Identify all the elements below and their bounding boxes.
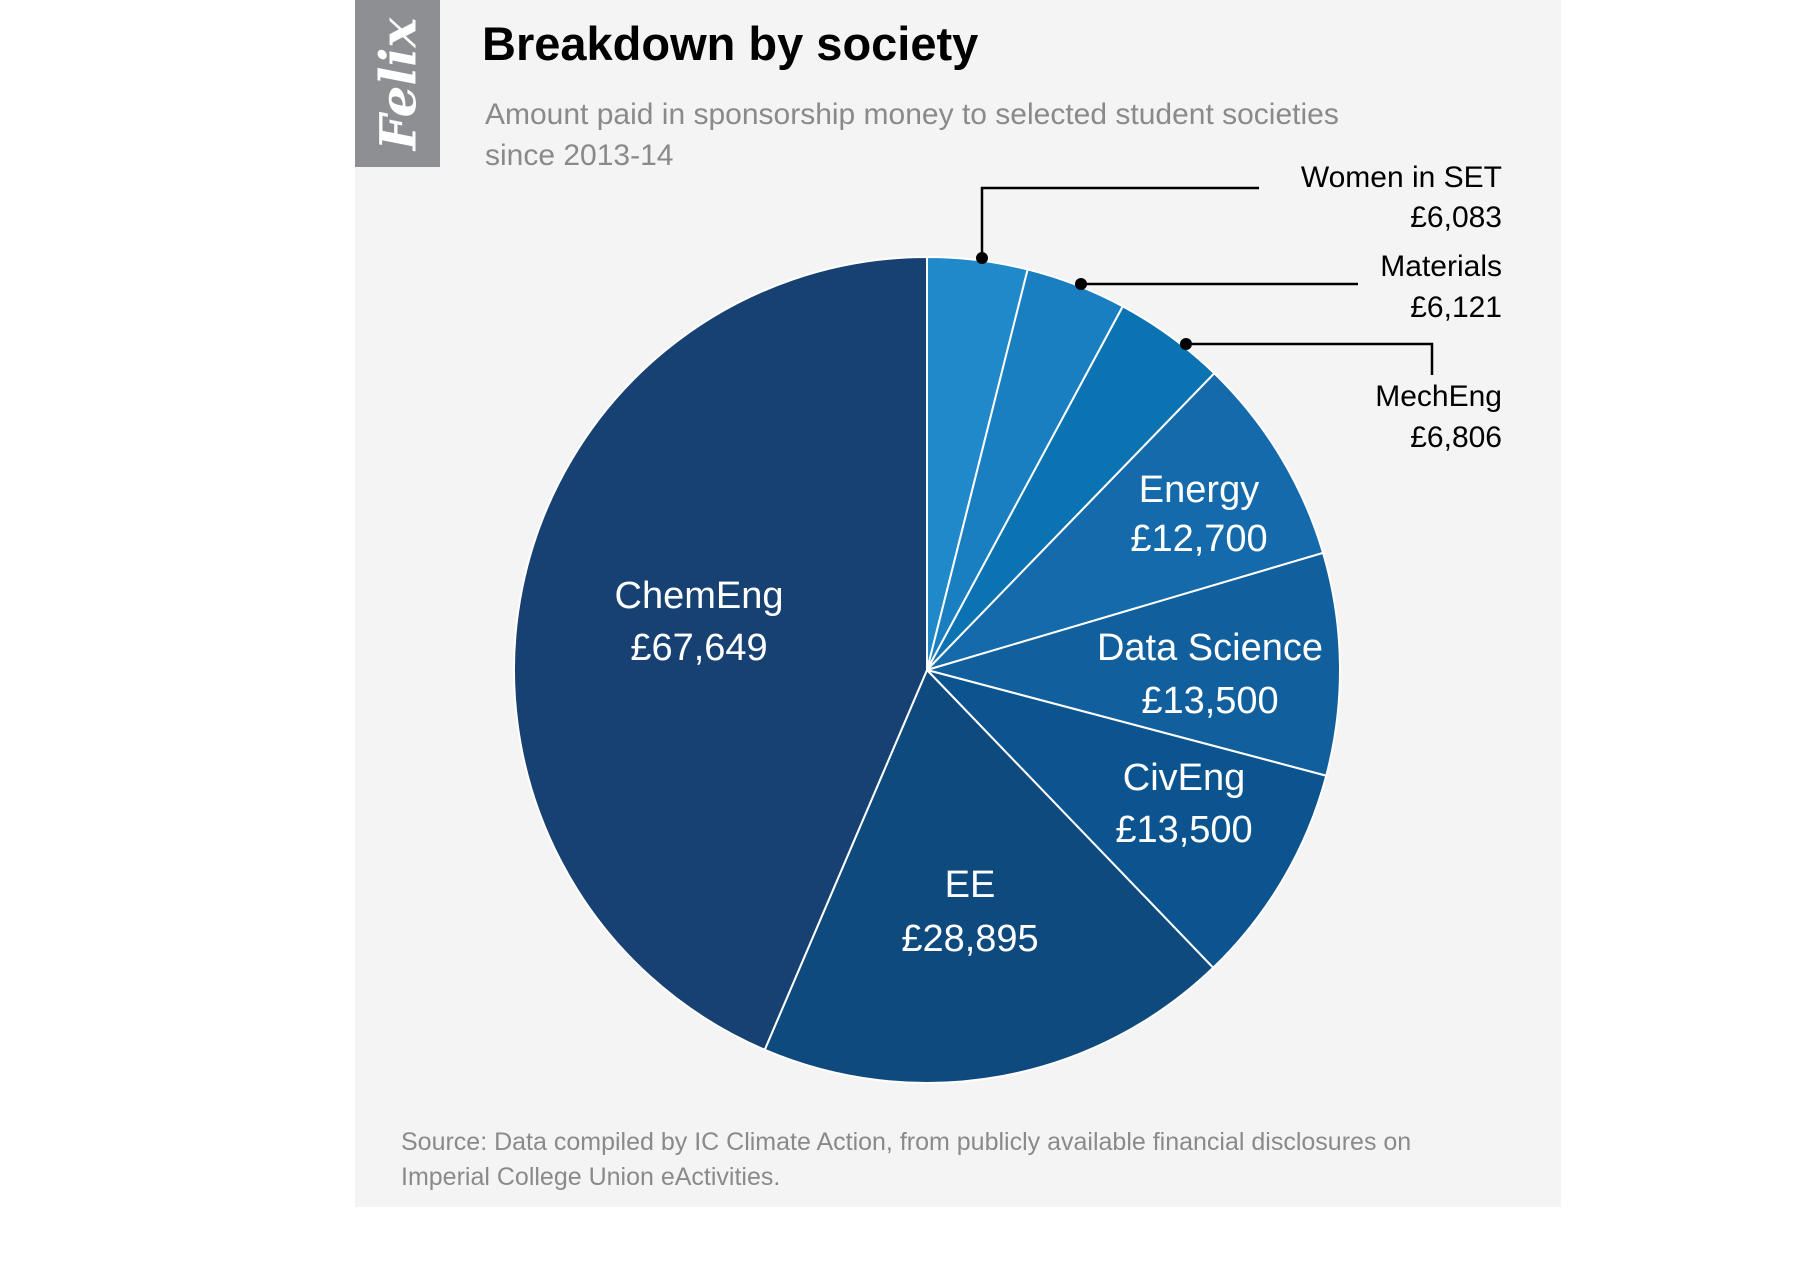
felix-logo: Felix — [355, 0, 440, 167]
label-women-in-set: Women in SET — [1301, 161, 1502, 194]
callout-line-mecheng — [1186, 342, 1434, 375]
label-mecheng: MechEng — [1375, 380, 1502, 413]
chart-title: Breakdown by society — [482, 17, 979, 70]
pie-slice-ee — [763, 668, 1215, 1084]
label-chemeng: ChemEng — [615, 575, 784, 617]
callout-dot-materials — [1075, 278, 1087, 290]
value-women-in-set: £6,083 — [1410, 201, 1502, 234]
label-ee: EE — [945, 864, 996, 906]
callout-dot-women-in-set — [976, 252, 988, 264]
value-chemeng: £67,649 — [630, 627, 767, 669]
callout-line-women-in-set — [980, 186, 1259, 258]
label-civeng: CivEng — [1123, 757, 1246, 799]
value-mecheng: £6,806 — [1410, 421, 1502, 454]
value-ee: £28,895 — [901, 918, 1038, 960]
pie-slice-chemeng — [513, 255, 928, 1052]
pie-slice-energy — [923, 371, 1325, 673]
value-materials: £6,121 — [1410, 291, 1502, 324]
label-energy: Energy — [1139, 469, 1259, 511]
value-data-science: £13,500 — [1141, 680, 1278, 722]
chart-subtitle-line1: Amount paid in sponsorship money to sele… — [485, 98, 1339, 131]
callout-dot-mecheng — [1180, 338, 1192, 350]
label-materials: Materials — [1380, 250, 1502, 283]
label-data-science: Data Science — [1097, 627, 1323, 669]
source-line1: Source: Data compiled by IC Climate Acti… — [401, 1128, 1412, 1156]
value-civeng: £13,500 — [1115, 809, 1252, 851]
source-line2: Imperial College Union eActivities. — [401, 1163, 781, 1191]
pie-slice-civeng — [923, 668, 1328, 970]
chart-subtitle-line2: since 2013-14 — [485, 139, 674, 172]
pie-slice-data-science — [923, 551, 1341, 777]
value-energy: £12,700 — [1130, 518, 1267, 560]
